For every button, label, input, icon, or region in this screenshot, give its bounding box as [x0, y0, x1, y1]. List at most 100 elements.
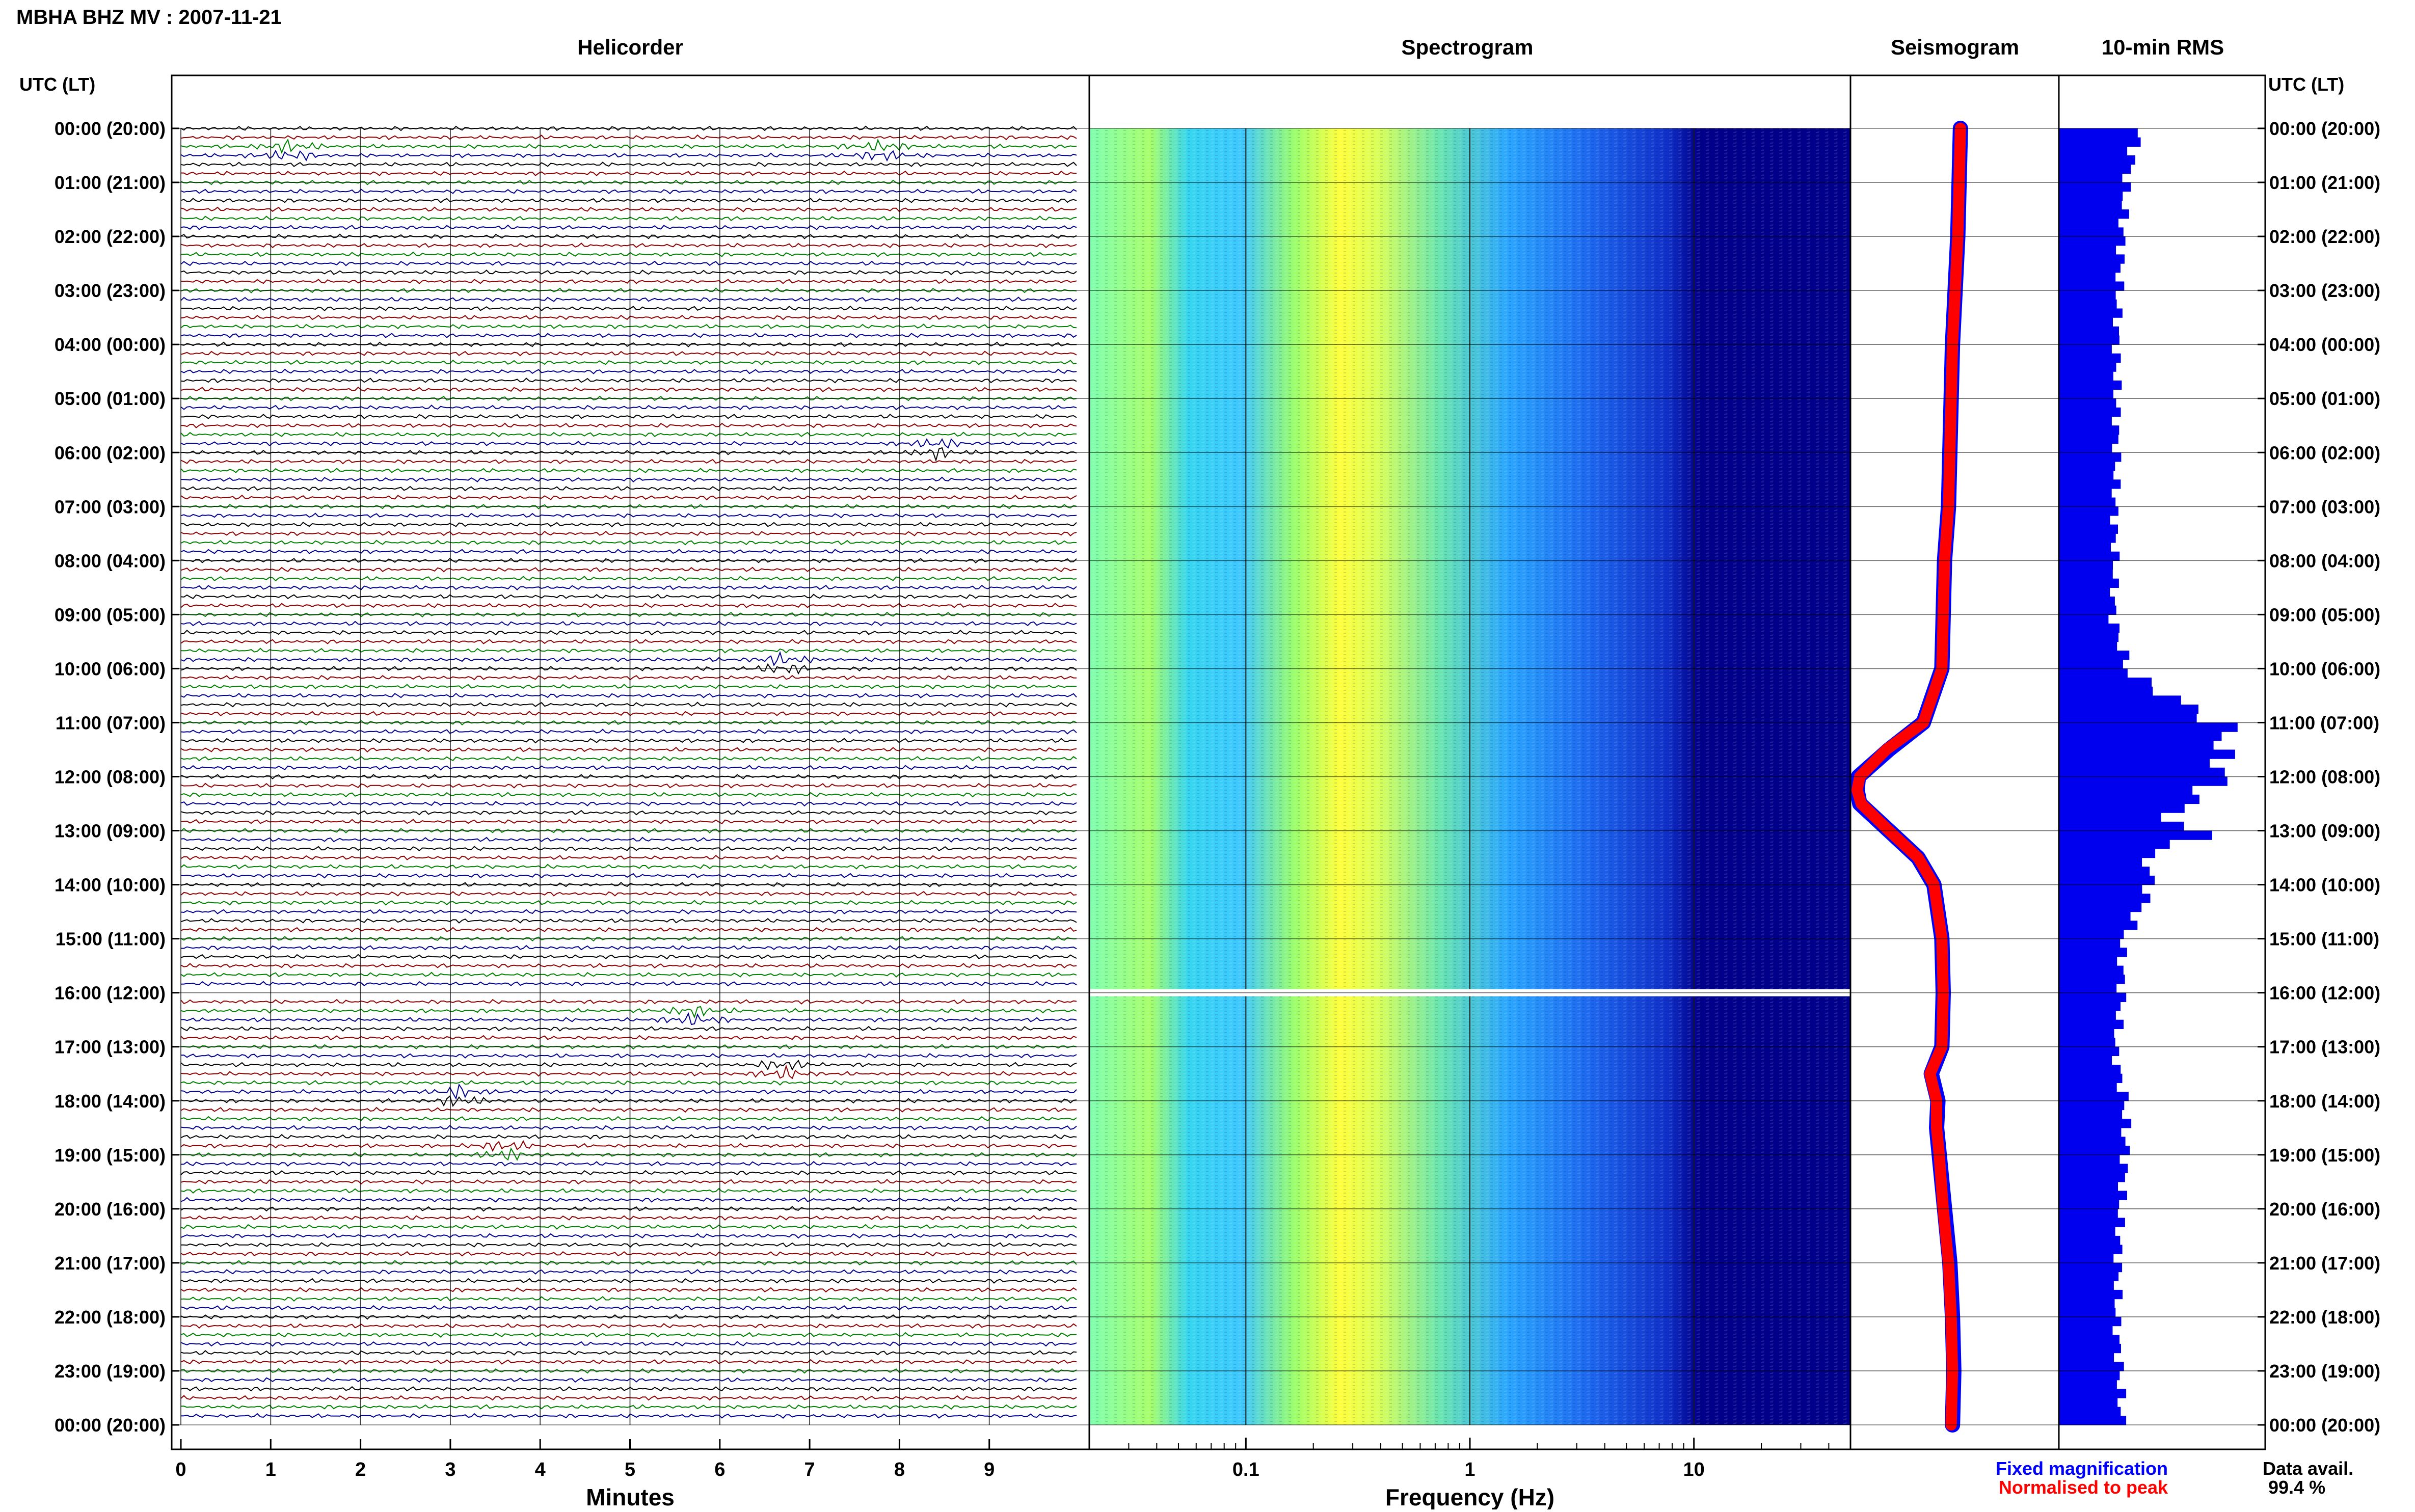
- time-tick-label-right: 06:00 (02:00): [2269, 442, 2380, 463]
- helicorder-trace-row: [180, 438, 1077, 449]
- helicorder-trace-row: [180, 1395, 1077, 1401]
- minute-tick-label: 1: [265, 1459, 276, 1480]
- legend-fixed-magnification: Fixed magnification: [1996, 1458, 2168, 1479]
- rms-bar: [2059, 1200, 2119, 1209]
- helicorder-trace-row: [180, 900, 1077, 906]
- helicorder-trace-row: [180, 792, 1077, 798]
- rms-bar: [2059, 1083, 2117, 1092]
- helicorder-trace-row: [180, 809, 1077, 816]
- rms-bar: [2059, 1019, 2124, 1029]
- rms-bar: [2059, 146, 2128, 156]
- helicorder-trace-row: [180, 1251, 1077, 1257]
- helicorder-trace-row: [180, 350, 1077, 357]
- rms-bar: [2059, 1362, 2124, 1371]
- rms-bar: [2059, 516, 2110, 525]
- helicorder-trace-row: [180, 242, 1077, 249]
- helicorder-trace-row: [180, 512, 1077, 519]
- rms-bar: [2059, 389, 2113, 399]
- helicorder-trace-row: [180, 954, 1077, 960]
- rms-bar: [2059, 1181, 2118, 1192]
- helicorder-trace-row: [180, 1116, 1077, 1122]
- rms-bar: [2059, 380, 2122, 390]
- rms-bar: [2059, 570, 2113, 579]
- minute-tick-label: 6: [714, 1459, 725, 1480]
- time-tick-label-right: 18:00 (14:00): [2269, 1091, 2380, 1112]
- helicorder-trace-row: [180, 1278, 1077, 1284]
- rms-bar: [2059, 1289, 2123, 1300]
- rms-bar: [2059, 921, 2138, 930]
- helicorder-trace-row: [180, 1404, 1077, 1410]
- helicorder-trace-row: [180, 386, 1077, 393]
- rms-bar: [2059, 1326, 2113, 1335]
- helicorder-trace-row: [180, 447, 1077, 463]
- helicorder-trace-row: [180, 269, 1077, 276]
- minute-tick-label: 2: [355, 1459, 366, 1480]
- helicorder-trace-row: [180, 1160, 1077, 1167]
- time-tick-label-left: 00:00 (20:00): [55, 1415, 166, 1436]
- helicorder-trace-row: [180, 1187, 1077, 1194]
- helicorder-trace-row: [180, 188, 1077, 195]
- rms-bar: [2059, 1146, 2130, 1155]
- rms-bar: [2059, 254, 2125, 264]
- helicorder-trace-row: [180, 566, 1077, 573]
- helicorder-trace-row: [180, 333, 1077, 338]
- rms-bar: [2059, 1262, 2123, 1273]
- time-tick-label-left: 02:00 (22:00): [55, 226, 166, 247]
- rms-bar: [2059, 695, 2181, 705]
- rms-bar: [2059, 651, 2130, 660]
- helicorder-traces: [180, 125, 1077, 1419]
- rms-bar: [2059, 281, 2125, 291]
- time-tick-label-right: 22:00 (18:00): [2269, 1307, 2380, 1328]
- helicorder-trace-row: [180, 873, 1077, 879]
- rms-bar: [2059, 137, 2141, 147]
- rms-bar: [2059, 713, 2197, 723]
- station-title: MBHA BHZ MV : 2007-11-21: [16, 6, 282, 29]
- helicorder-trace-row: [180, 651, 1077, 666]
- minute-tick-label: 3: [445, 1459, 455, 1480]
- helicorder-trace-row: [180, 611, 1077, 618]
- rms-bar: [2059, 1353, 2114, 1362]
- minute-tick-label: 7: [804, 1459, 815, 1480]
- helicorder-trace-row: [180, 149, 1077, 162]
- rms-bar: [2059, 1272, 2119, 1281]
- time-tick-label-left: 16:00 (12:00): [55, 983, 166, 1004]
- rms-title: 10-min RMS: [2102, 35, 2224, 59]
- time-tick-label-right: 13:00 (09:00): [2269, 821, 2380, 842]
- helicorder-trace-row: [180, 846, 1077, 852]
- rms-bar: [2059, 1235, 2121, 1246]
- rms-bar: [2059, 975, 2125, 984]
- rms-bar: [2059, 794, 2199, 804]
- rms-bar: [2059, 1371, 2120, 1381]
- time-tick-label-right: 07:00 (03:00): [2269, 496, 2380, 517]
- helicorder-trace-row: [180, 701, 1077, 708]
- time-tick-label-left: 21:00 (17:00): [55, 1253, 166, 1274]
- rms-bar: [2059, 344, 2112, 354]
- helicorder-trace-row: [180, 620, 1077, 627]
- minute-tick-label: 0: [175, 1459, 186, 1480]
- rms-bar: [2059, 1119, 2132, 1128]
- time-axis-label-right: UTC (LT): [2268, 74, 2344, 95]
- rms-bar: [2059, 957, 2117, 966]
- rms-panel: [2059, 128, 2238, 1425]
- time-tick-label-left: 08:00 (04:00): [55, 550, 166, 571]
- time-tick-label-right: 00:00 (20:00): [2269, 1415, 2380, 1436]
- rms-bar: [2059, 965, 2124, 975]
- rms-bar: [2059, 1281, 2114, 1290]
- rms-bar: [2059, 272, 2116, 282]
- rms-bar: [2059, 1398, 2118, 1408]
- helicorder-trace-row: [180, 323, 1077, 330]
- rms-bar: [2059, 1065, 2121, 1074]
- helicorder-trace-row: [180, 800, 1077, 807]
- legend-normalised-to-peak: Normalised to peak: [1999, 1477, 2168, 1498]
- time-tick-label-right: 08:00 (04:00): [2269, 550, 2380, 571]
- helicorder-trace-row: [180, 728, 1077, 735]
- spectrogram-title: Spectrogram: [1401, 35, 1533, 59]
- rms-bar: [2059, 732, 2222, 741]
- rms-bar: [2059, 902, 2142, 912]
- helicorder-trace-row: [180, 1080, 1077, 1086]
- helicorder-trace-row: [180, 539, 1077, 546]
- helicorder-trace-row: [181, 251, 1077, 258]
- helicorder-trace-row: [180, 1269, 1077, 1275]
- helicorder-trace-row: [180, 593, 1077, 600]
- rms-bar: [2059, 173, 2123, 183]
